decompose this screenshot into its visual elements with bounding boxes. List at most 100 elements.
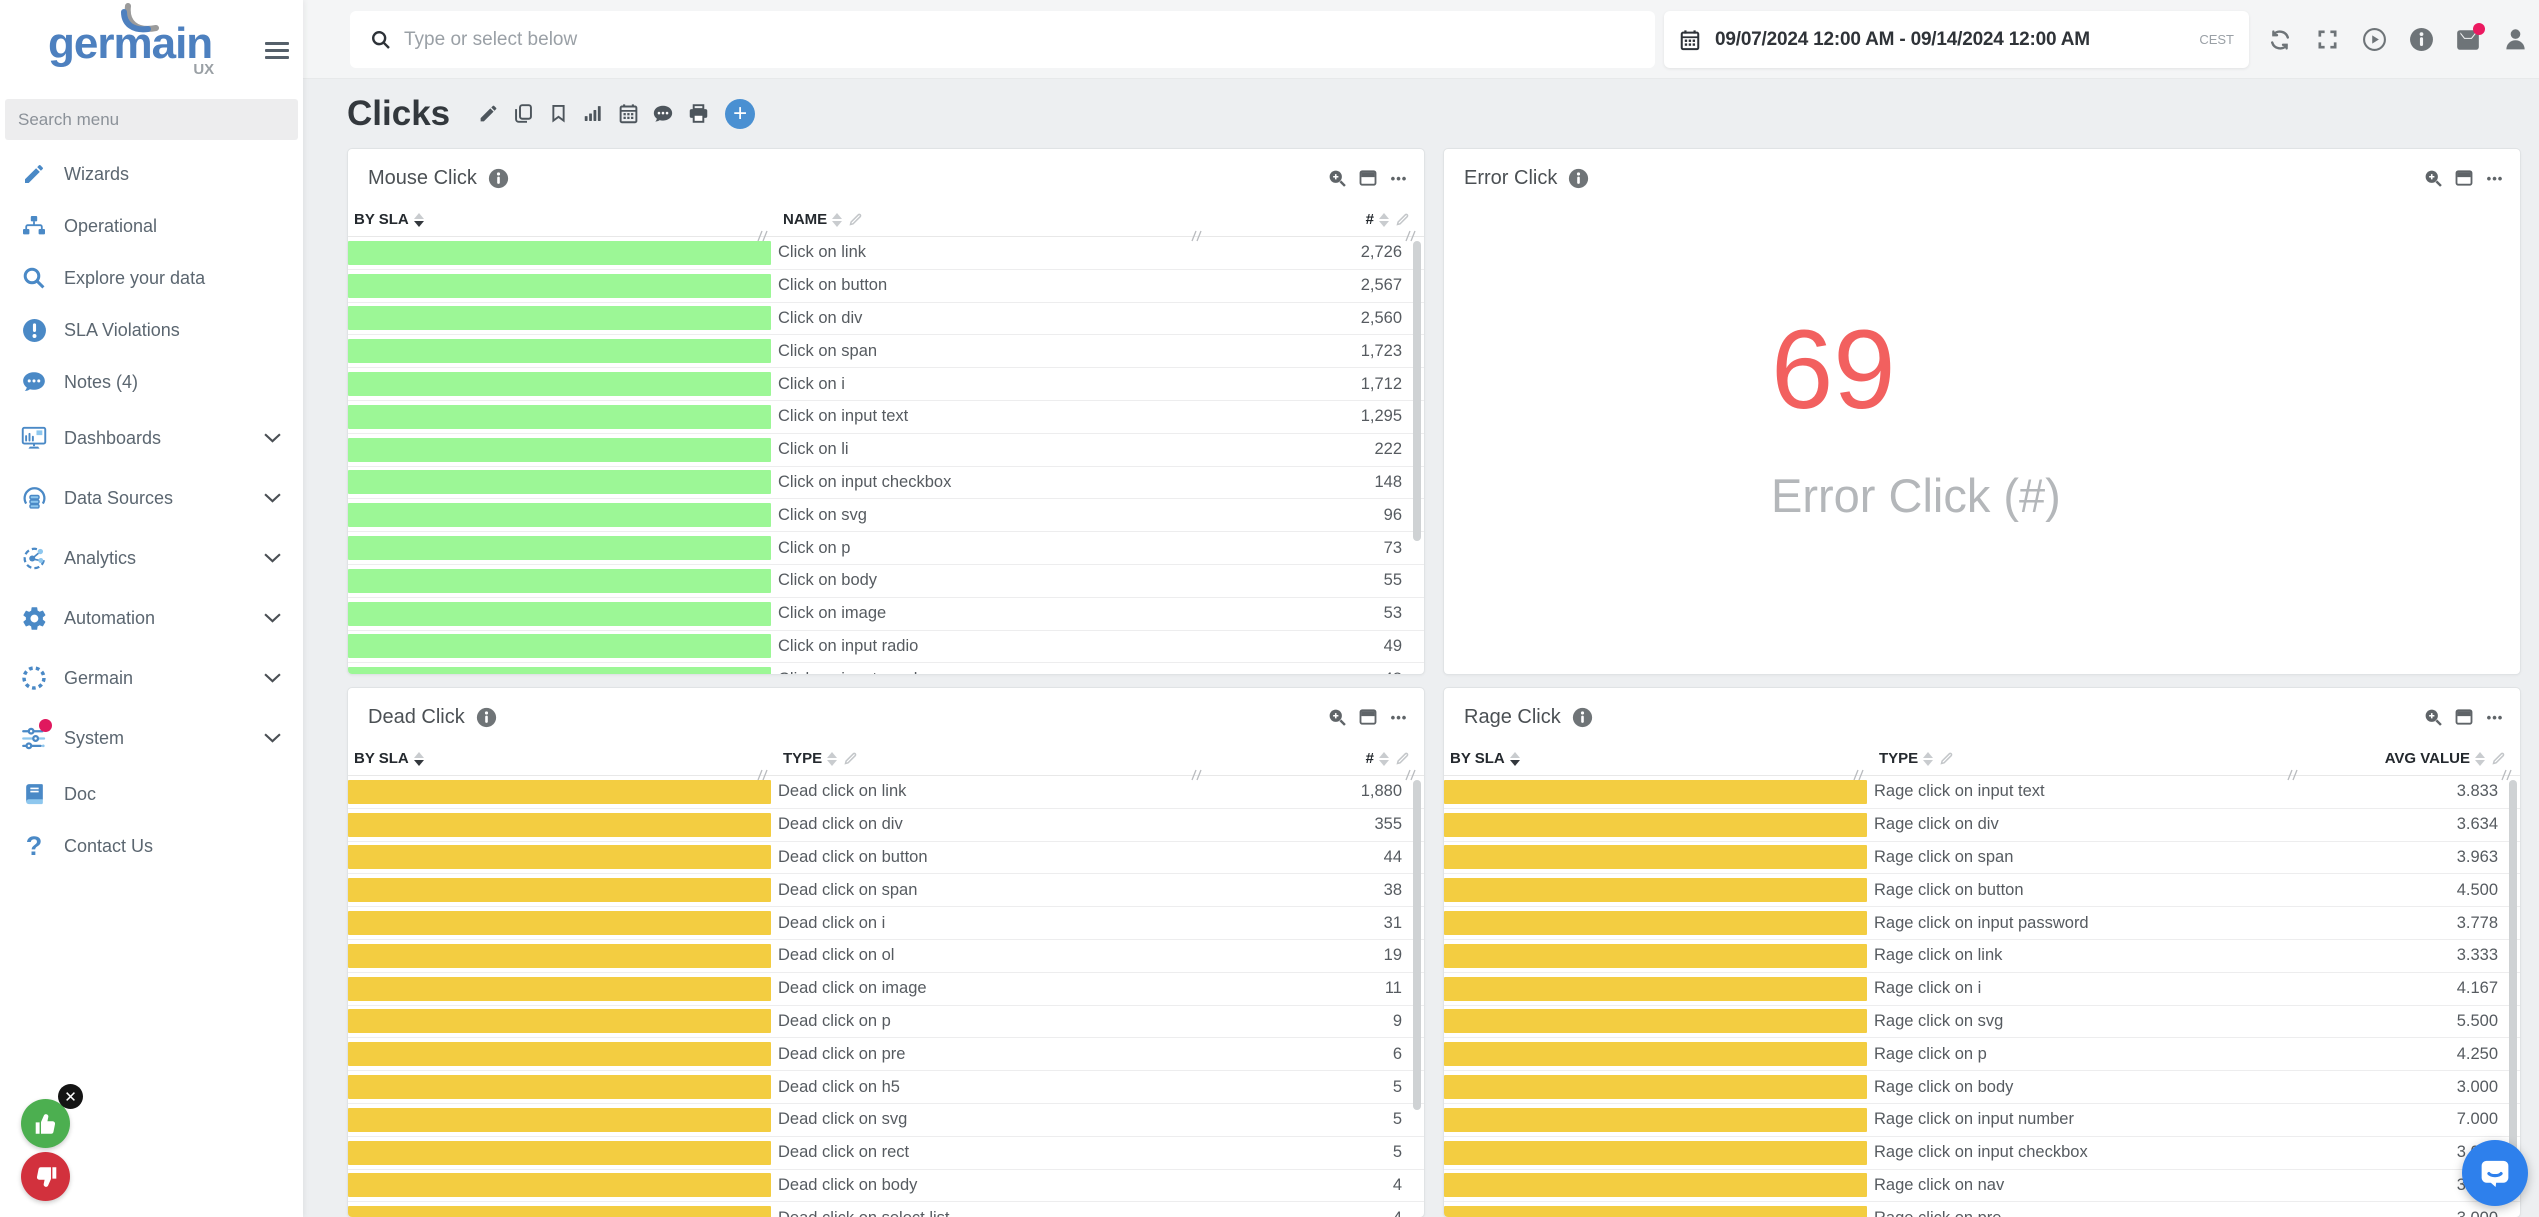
play-circle-icon[interactable] bbox=[2361, 27, 2387, 53]
sort-control[interactable] bbox=[827, 751, 838, 766]
info-icon[interactable] bbox=[488, 168, 509, 189]
column-header-by-sla[interactable]: BY SLA bbox=[348, 211, 771, 228]
table-row[interactable]: Dead click on i 31 bbox=[348, 907, 1424, 940]
table-row[interactable]: Rage click on input text 3.833 bbox=[1444, 776, 2520, 809]
table-row[interactable]: Rage click on input number 7.000 bbox=[1444, 1104, 2520, 1137]
refresh-icon[interactable] bbox=[2267, 27, 2293, 53]
info-icon[interactable] bbox=[1568, 168, 1589, 189]
edit-column-icon[interactable] bbox=[848, 212, 863, 227]
table-row[interactable]: Dead click on image 11 bbox=[348, 973, 1424, 1006]
sort-control[interactable] bbox=[2475, 751, 2485, 766]
table-row[interactable]: Rage click on p 4.250 bbox=[1444, 1038, 2520, 1072]
sort-control[interactable] bbox=[413, 751, 424, 766]
column-resize-handle[interactable] bbox=[1190, 230, 1202, 242]
zoom-in-icon[interactable] bbox=[1326, 706, 1348, 728]
sidebar-item-explore-your-data[interactable]: Explore your data bbox=[0, 252, 303, 304]
print-icon[interactable] bbox=[686, 102, 710, 126]
table-row[interactable]: Click on input text 1,295 bbox=[348, 401, 1424, 434]
zoom-in-icon[interactable] bbox=[2422, 167, 2444, 189]
table-row[interactable]: Rage click on nav3.000 bbox=[1444, 1170, 2520, 1203]
table-row[interactable]: Dead click on pre 6 bbox=[348, 1038, 1424, 1072]
hamburger-menu-icon[interactable] bbox=[265, 38, 289, 63]
column-resize-handle[interactable] bbox=[2286, 769, 2298, 781]
table-row[interactable]: Click on body 55 bbox=[348, 565, 1424, 598]
column-header-name[interactable]: NAME bbox=[771, 211, 1184, 228]
table-row[interactable]: Click on image 53 bbox=[348, 598, 1424, 631]
table-row[interactable]: Click on span 1,723 bbox=[348, 335, 1424, 369]
sidebar-item-analytics[interactable]: Analytics bbox=[0, 528, 303, 588]
column-header-type[interactable]: TYPE bbox=[1867, 750, 2280, 767]
sort-control[interactable] bbox=[1923, 751, 1934, 766]
table-row[interactable]: Rage click on input password 3.778 bbox=[1444, 907, 2520, 940]
notifications-icon[interactable] bbox=[2455, 22, 2485, 53]
sidebar-item-dashboards[interactable]: Dashboards bbox=[0, 408, 303, 468]
info-icon[interactable] bbox=[2408, 27, 2434, 53]
column-header-avg-value[interactable]: AVG VALUE bbox=[2280, 750, 2520, 767]
window-icon[interactable] bbox=[2453, 706, 2475, 728]
table-row[interactable]: Click on link 2,726 bbox=[348, 237, 1424, 270]
table-row[interactable]: Dead click on rect 5 bbox=[348, 1137, 1424, 1170]
table-row[interactable]: Dead click on p 9 bbox=[348, 1006, 1424, 1039]
close-icon[interactable]: ✕ bbox=[58, 1084, 83, 1109]
sort-control[interactable] bbox=[413, 212, 424, 227]
sidebar-item-wizards[interactable]: Wizards bbox=[0, 148, 303, 200]
column-resize-handle[interactable] bbox=[1190, 769, 1202, 781]
table-row[interactable]: Click on input radio 49 bbox=[348, 631, 1424, 664]
global-search-input[interactable] bbox=[404, 28, 1635, 51]
table-row[interactable]: Click on svg 96 bbox=[348, 499, 1424, 533]
thumbs-down-button[interactable] bbox=[21, 1152, 70, 1201]
table-row[interactable]: Rage click on pre3.000 bbox=[1444, 1202, 2520, 1217]
column-header-by-sla[interactable]: BY SLA bbox=[348, 750, 771, 767]
user-icon[interactable] bbox=[2502, 27, 2528, 53]
sort-control[interactable] bbox=[1509, 751, 1520, 766]
scrollbar-thumb[interactable] bbox=[1413, 241, 1421, 541]
column-header-value[interactable]: # bbox=[1184, 211, 1424, 228]
sidebar-search-input[interactable] bbox=[5, 109, 298, 130]
scrollbar-thumb[interactable] bbox=[2509, 780, 2517, 1155]
zoom-in-icon[interactable] bbox=[2422, 706, 2444, 728]
table-row[interactable]: Dead click on body 4 bbox=[348, 1170, 1424, 1203]
comment-icon[interactable] bbox=[651, 102, 675, 126]
column-header-type[interactable]: TYPE bbox=[771, 750, 1184, 767]
table-row[interactable]: Click on input number48 bbox=[348, 663, 1424, 674]
table-row[interactable]: Dead click on link 1,880 bbox=[348, 776, 1424, 809]
sidebar-search[interactable] bbox=[5, 99, 298, 140]
scrollbar-thumb[interactable] bbox=[1413, 780, 1421, 1110]
sidebar-item-notes-4[interactable]: Notes (4) bbox=[0, 356, 303, 408]
column-resize-handle[interactable] bbox=[756, 769, 768, 781]
table-row[interactable]: Dead click on ol 19 bbox=[348, 940, 1424, 973]
table-row[interactable]: Dead click on div 355 bbox=[348, 809, 1424, 842]
calendar-icon[interactable] bbox=[616, 102, 640, 126]
table-row[interactable]: Dead click on span 38 bbox=[348, 874, 1424, 908]
zoom-in-icon[interactable] bbox=[1326, 167, 1348, 189]
window-icon[interactable] bbox=[1357, 706, 1379, 728]
column-resize-handle[interactable] bbox=[756, 230, 768, 242]
table-row[interactable]: Click on i 1,712 bbox=[348, 368, 1424, 401]
chart-bars-icon[interactable] bbox=[581, 102, 605, 126]
thumbs-up-button[interactable] bbox=[21, 1099, 70, 1148]
table-row[interactable]: Dead click on button 44 bbox=[348, 842, 1424, 875]
edit-column-icon[interactable] bbox=[843, 751, 858, 766]
table-row[interactable]: Click on div 2,560 bbox=[348, 303, 1424, 336]
edit-icon[interactable] bbox=[476, 102, 500, 126]
table-row[interactable]: Rage click on link 3.333 bbox=[1444, 940, 2520, 973]
window-icon[interactable] bbox=[2453, 167, 2475, 189]
more-icon[interactable]: ••• bbox=[1390, 709, 1408, 725]
column-resize-handle[interactable] bbox=[1852, 769, 1864, 781]
column-resize-handle[interactable] bbox=[1404, 230, 1416, 242]
sidebar-item-automation[interactable]: Automation bbox=[0, 588, 303, 648]
column-resize-handle[interactable] bbox=[2500, 769, 2512, 781]
global-search[interactable] bbox=[350, 11, 1655, 68]
more-icon[interactable]: ••• bbox=[1390, 170, 1408, 186]
column-header-by-sla[interactable]: BY SLA bbox=[1444, 750, 1867, 767]
more-icon[interactable]: ••• bbox=[2486, 170, 2504, 186]
edit-column-icon[interactable] bbox=[2491, 751, 2506, 766]
germain-logo[interactable]: germain UX bbox=[48, 3, 214, 78]
copy-icon[interactable] bbox=[511, 102, 535, 126]
table-row[interactable]: Dead click on svg 5 bbox=[348, 1104, 1424, 1137]
table-row[interactable]: Rage click on div 3.634 bbox=[1444, 809, 2520, 842]
table-row[interactable]: Click on p 73 bbox=[348, 532, 1424, 565]
table-row[interactable]: Click on li 222 bbox=[348, 434, 1424, 467]
more-icon[interactable]: ••• bbox=[2486, 709, 2504, 725]
edit-column-icon[interactable] bbox=[1395, 212, 1410, 227]
